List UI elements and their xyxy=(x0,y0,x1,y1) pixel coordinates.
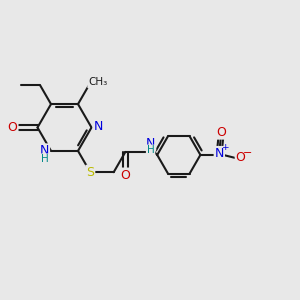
Text: O: O xyxy=(121,169,130,182)
Text: N: N xyxy=(40,144,49,158)
Text: H: H xyxy=(147,146,154,155)
Text: N: N xyxy=(93,119,103,133)
Text: −: − xyxy=(243,148,253,158)
Text: +: + xyxy=(221,142,229,152)
Text: CH₃: CH₃ xyxy=(88,77,107,87)
Text: H: H xyxy=(41,154,49,164)
Text: N: N xyxy=(214,147,224,160)
Text: O: O xyxy=(236,152,245,164)
Text: S: S xyxy=(86,166,94,179)
Text: O: O xyxy=(8,121,17,134)
Text: O: O xyxy=(216,126,226,139)
Text: N: N xyxy=(146,137,155,150)
